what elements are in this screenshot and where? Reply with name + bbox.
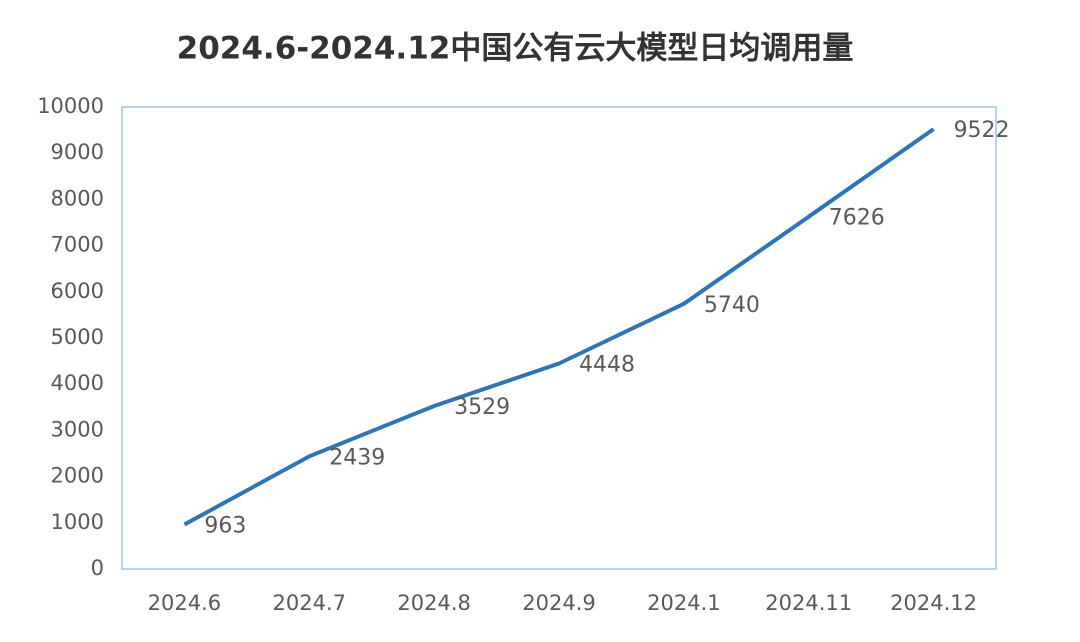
value-label: 4448	[579, 353, 635, 378]
x-tick-label: 2024.11	[765, 591, 852, 615]
value-label: 3529	[454, 395, 510, 420]
y-tick-label: 1000	[51, 510, 104, 534]
x-tick-label: 2024.12	[890, 591, 977, 615]
y-tick-label: 0	[91, 556, 104, 580]
y-tick-label: 3000	[51, 417, 104, 441]
x-tick-label: 2024.8	[397, 591, 470, 615]
chart-title: 2024.6-2024.12中国公有云大模型日均调用量	[177, 31, 854, 67]
y-tick-label: 2000	[51, 464, 104, 488]
line	[183, 127, 935, 527]
x-tick-label: 2024.6	[148, 591, 221, 615]
value-label: 9522	[954, 118, 1010, 143]
value-label: 7626	[829, 206, 885, 231]
x-tick-label: 2024.9	[522, 591, 595, 615]
x-tick-label: 2024.7	[273, 591, 346, 615]
plot-area	[121, 106, 997, 570]
y-tick-label: 10000	[37, 94, 104, 118]
y-tick-label: 5000	[51, 325, 104, 349]
value-label: 963	[204, 514, 246, 539]
y-tick-label: 6000	[51, 279, 104, 303]
y-tick-label: 4000	[51, 371, 104, 395]
y-tick-label: 7000	[51, 233, 104, 257]
value-label: 5740	[704, 293, 760, 318]
y-tick-label: 9000	[51, 140, 104, 164]
x-tick-label: 2024.1	[647, 591, 720, 615]
y-tick-label: 8000	[51, 186, 104, 210]
value-label: 2439	[329, 445, 385, 470]
